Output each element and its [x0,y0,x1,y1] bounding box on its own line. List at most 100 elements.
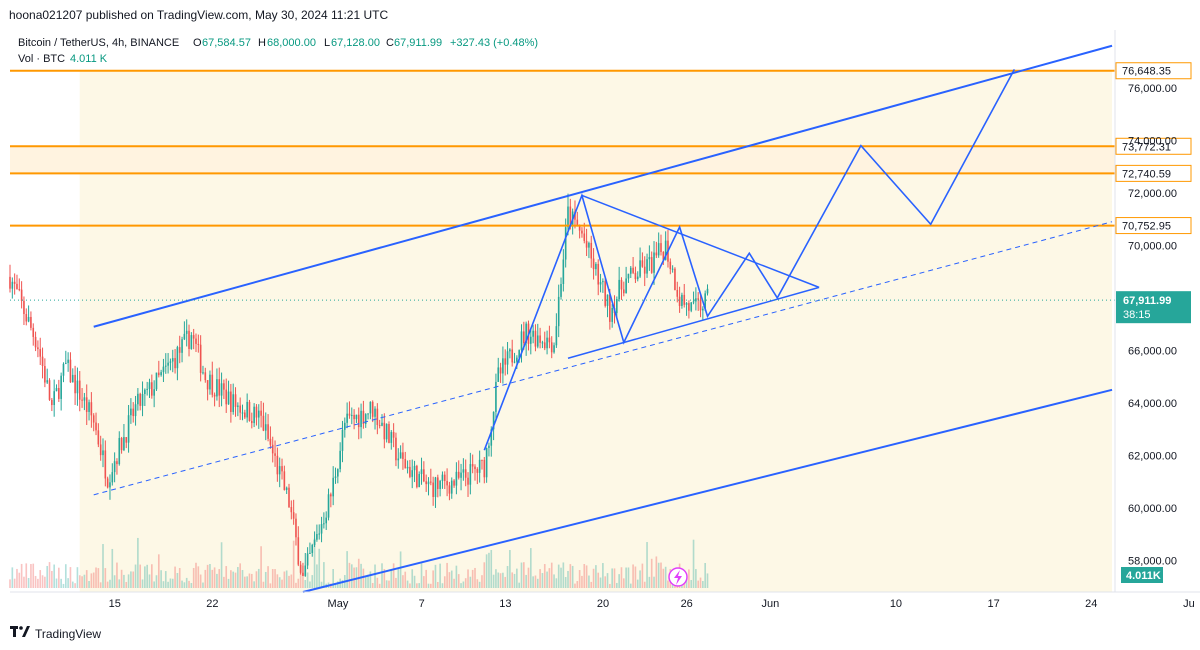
volume-bar [690,579,693,588]
candle [588,241,590,259]
candle-body [250,420,253,424]
volume-bar [667,580,669,588]
candle-body [327,494,330,518]
candle [144,388,146,407]
candle-body [692,301,695,303]
candle-body [69,359,72,383]
time-tick-label: 24 [1085,598,1097,610]
candle [404,451,407,469]
candle-body [488,445,490,448]
candle-body [399,452,402,459]
candle-body [320,524,323,534]
volume-bar [518,582,520,588]
candle [202,365,204,375]
price-chart[interactable]: 76,648.35 73,772.31 72,740.59 70,752.95 76,0… [0,30,1200,622]
volume-bar [536,578,539,588]
candle-body [341,429,344,451]
candle-body [625,278,627,294]
candle-body [330,494,332,497]
candle-body [313,539,316,545]
volume-bar [153,581,155,588]
candle-body [436,477,439,489]
volume-bar [564,576,567,588]
candle-body [622,289,625,294]
candle-body [448,485,451,494]
axis-layer: 76,648.35 73,772.31 72,740.59 70,752.95 76,0… [10,30,1200,610]
candle [499,362,502,383]
candle [506,342,509,375]
candle-body [548,337,551,343]
volume-bar [613,568,616,588]
volume-bar [413,575,416,588]
candle [123,424,125,452]
candle [432,476,434,506]
symbol-legend[interactable]: Bitcoin / TetherUS, 4h, BINANCE O 67,584… [18,37,538,65]
candle-body [481,459,483,461]
candle [485,447,488,483]
candle [483,456,486,484]
candle-body [450,480,453,494]
candle-body [325,517,328,524]
volume-bar [639,570,641,588]
candle [257,404,260,429]
candle-body [350,414,353,416]
candle [369,401,372,420]
chart-area[interactable]: 76,648.35 73,772.31 72,740.59 70,752.95 76,0… [0,30,1200,622]
tradingview-logo[interactable]: TradingView [10,626,101,641]
volume-bar [511,572,514,588]
volume-bar [48,562,51,588]
candle [209,370,211,395]
volume-bar [548,568,551,588]
legend-volume-value: 4.011 K [70,53,108,65]
volume-bar [527,567,530,588]
candle-body [690,302,693,311]
volume-bar [239,563,241,588]
candle-body [274,453,276,456]
candle [225,378,228,413]
volume-bar [462,581,465,588]
candle [462,458,465,481]
candle-body [237,405,239,407]
candle-body [295,518,297,538]
time-tick-label: 22 [206,598,218,610]
volume-bar [195,562,197,588]
candle [213,392,216,407]
candle [346,402,348,429]
volume-bar [474,567,476,588]
volume-bar [278,577,281,588]
candle-body [497,367,500,382]
candle-body [225,389,228,405]
volume-bar [476,579,479,588]
candle [446,468,448,497]
volume-bar [262,581,265,588]
candle-body [78,380,81,400]
candle-body [55,387,58,392]
lightning-icon[interactable] [668,567,688,587]
candle-body [169,361,172,363]
candle [276,447,279,482]
volume-bar [246,576,248,588]
volume-bar [95,567,97,588]
volume-bar [148,574,151,588]
volume-bar [634,566,637,588]
candle-body [174,358,176,369]
candle [409,459,411,479]
candle-body [402,452,404,459]
candle [602,278,604,293]
volume-bar [253,581,255,588]
volume-bar [555,578,558,588]
candle-body [234,394,237,407]
candle [339,442,341,473]
candle-body [423,469,425,482]
level-label: 70,752.95 [1122,221,1171,233]
candle-body [218,379,221,396]
volume-bar [306,572,309,588]
candle [495,373,497,422]
candle [362,400,365,429]
candle-body [404,458,407,469]
candle-body [48,380,51,400]
volume-bar [588,575,590,588]
candle [439,479,441,497]
volume-bar [609,583,611,588]
volume-bar [348,562,351,588]
